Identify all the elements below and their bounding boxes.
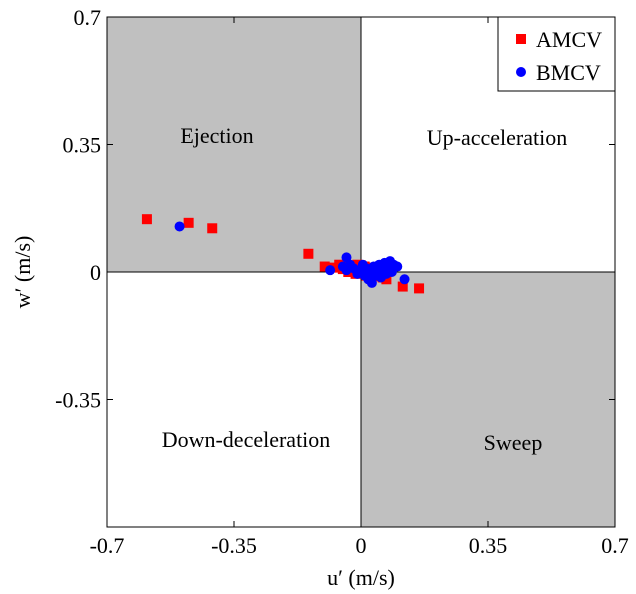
data-point-amcv [414,283,425,294]
data-point-amcv [397,281,408,292]
quadrant-sweep-shade [361,272,615,527]
legend: AMCV BMCV [497,16,616,92]
quadrant-label-sweep: Sweep [484,430,543,455]
x-tick-label: 0.7 [601,533,629,558]
legend-label-amcv: AMCV [536,27,602,52]
data-point-amcv [141,214,152,225]
y-tick-label: 0 [90,260,101,285]
data-point-bmcv [174,221,185,232]
x-tick-label: 0.35 [469,533,508,558]
data-point-amcv [381,274,392,285]
data-point-amcv [303,248,314,259]
quadrant-ejection-shade [107,17,361,272]
plot-area: Ejection Up-acceleration Down-deceleration… [106,16,616,528]
data-point-amcv [319,261,330,272]
legend-label-bmcv: BMCV [536,60,601,85]
y-tick-label: -0.35 [55,388,101,413]
y-tick-label: 0.7 [74,5,102,30]
x-axis-label: u′ (m/s) [327,565,395,590]
data-point-bmcv [325,265,336,276]
y-axis-label: w′ (m/s) [10,236,35,309]
data-point-bmcv [399,274,410,285]
x-tick-label: -0.35 [211,533,257,558]
legend-marker-bmcv [516,67,526,77]
quadrant-label-down-deceleration: Down-deceleration [162,427,331,452]
axis-labels: u′ (m/s) w′ (m/s) [10,236,395,590]
x-tick-label: -0.7 [90,533,125,558]
data-point-amcv [207,223,218,234]
axis-ticks: -0.7 -0.35 0 0.35 0.7 -0.35 0 0.35 0.7 [55,5,629,558]
data-point-amcv [183,217,194,228]
quadrant-label-ejection: Ejection [180,123,253,148]
y-tick-label: 0.35 [63,133,102,158]
series-bmcv [174,221,410,288]
legend-marker-amcv [516,34,526,44]
data-point-bmcv [392,261,403,272]
quadrant-label-up-acceleration: Up-acceleration [427,125,567,150]
x-tick-label: 0 [356,533,367,558]
legend-box [497,16,616,92]
